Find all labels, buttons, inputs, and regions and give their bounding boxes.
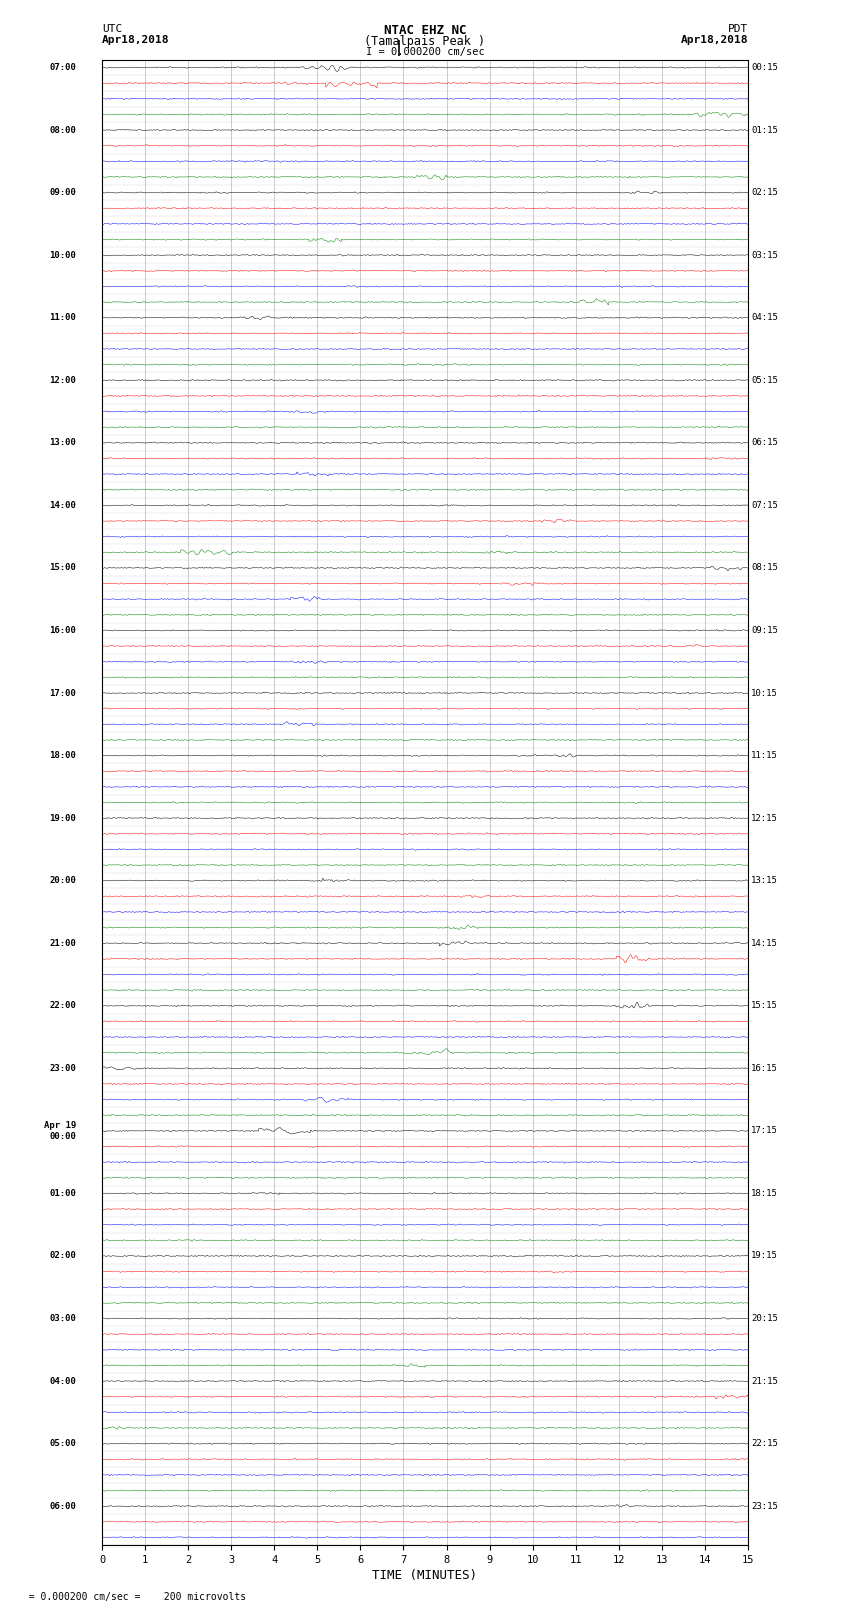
Text: 03:00: 03:00: [49, 1315, 76, 1323]
Text: 01:15: 01:15: [751, 126, 778, 134]
Text: 13:15: 13:15: [751, 876, 778, 886]
Text: 11:15: 11:15: [751, 752, 778, 760]
Text: 11:00: 11:00: [49, 313, 76, 323]
Text: 19:15: 19:15: [751, 1252, 778, 1260]
Text: 17:15: 17:15: [751, 1126, 778, 1136]
Text: (Tamalpais Peak ): (Tamalpais Peak ): [365, 35, 485, 48]
Text: 16:15: 16:15: [751, 1065, 778, 1073]
Text: Apr18,2018: Apr18,2018: [681, 35, 748, 45]
Text: Apr 19
00:00: Apr 19 00:00: [44, 1121, 76, 1140]
Text: 10:15: 10:15: [751, 689, 778, 697]
Text: 12:00: 12:00: [49, 376, 76, 386]
Text: I = 0.000200 cm/sec: I = 0.000200 cm/sec: [366, 47, 484, 56]
Text: 04:00: 04:00: [49, 1376, 76, 1386]
Text: 10:00: 10:00: [49, 250, 76, 260]
Text: 18:00: 18:00: [49, 752, 76, 760]
Text: = 0.000200 cm/sec =    200 microvolts: = 0.000200 cm/sec = 200 microvolts: [17, 1592, 246, 1602]
Text: 21:00: 21:00: [49, 939, 76, 948]
Text: 21:15: 21:15: [751, 1376, 778, 1386]
Text: 15:15: 15:15: [751, 1002, 778, 1010]
Text: 05:00: 05:00: [49, 1439, 76, 1448]
Text: UTC: UTC: [102, 24, 122, 34]
Text: 20:00: 20:00: [49, 876, 76, 886]
Text: 20:15: 20:15: [751, 1315, 778, 1323]
Text: 17:00: 17:00: [49, 689, 76, 697]
Text: 19:00: 19:00: [49, 813, 76, 823]
Text: 16:00: 16:00: [49, 626, 76, 636]
Text: 07:15: 07:15: [751, 502, 778, 510]
Text: PDT: PDT: [728, 24, 748, 34]
Text: 03:15: 03:15: [751, 250, 778, 260]
Text: 12:15: 12:15: [751, 813, 778, 823]
Text: 14:15: 14:15: [751, 939, 778, 948]
Text: 14:00: 14:00: [49, 502, 76, 510]
Text: 04:15: 04:15: [751, 313, 778, 323]
Text: 13:00: 13:00: [49, 439, 76, 447]
X-axis label: TIME (MINUTES): TIME (MINUTES): [372, 1569, 478, 1582]
Text: 09:15: 09:15: [751, 626, 778, 636]
Text: Apr18,2018: Apr18,2018: [102, 35, 169, 45]
Text: 02:15: 02:15: [751, 189, 778, 197]
Text: 01:00: 01:00: [49, 1189, 76, 1198]
Text: NTAC EHZ NC: NTAC EHZ NC: [383, 24, 467, 37]
Text: 22:15: 22:15: [751, 1439, 778, 1448]
Text: 08:00: 08:00: [49, 126, 76, 134]
Text: 06:00: 06:00: [49, 1502, 76, 1511]
Text: 23:15: 23:15: [751, 1502, 778, 1511]
Text: 15:00: 15:00: [49, 563, 76, 573]
Text: 06:15: 06:15: [751, 439, 778, 447]
Text: 07:00: 07:00: [49, 63, 76, 73]
Text: 23:00: 23:00: [49, 1065, 76, 1073]
Text: 08:15: 08:15: [751, 563, 778, 573]
Text: 18:15: 18:15: [751, 1189, 778, 1198]
Text: 09:00: 09:00: [49, 189, 76, 197]
Text: 00:15: 00:15: [751, 63, 778, 73]
Text: 05:15: 05:15: [751, 376, 778, 386]
Text: 22:00: 22:00: [49, 1002, 76, 1010]
Text: 02:00: 02:00: [49, 1252, 76, 1260]
